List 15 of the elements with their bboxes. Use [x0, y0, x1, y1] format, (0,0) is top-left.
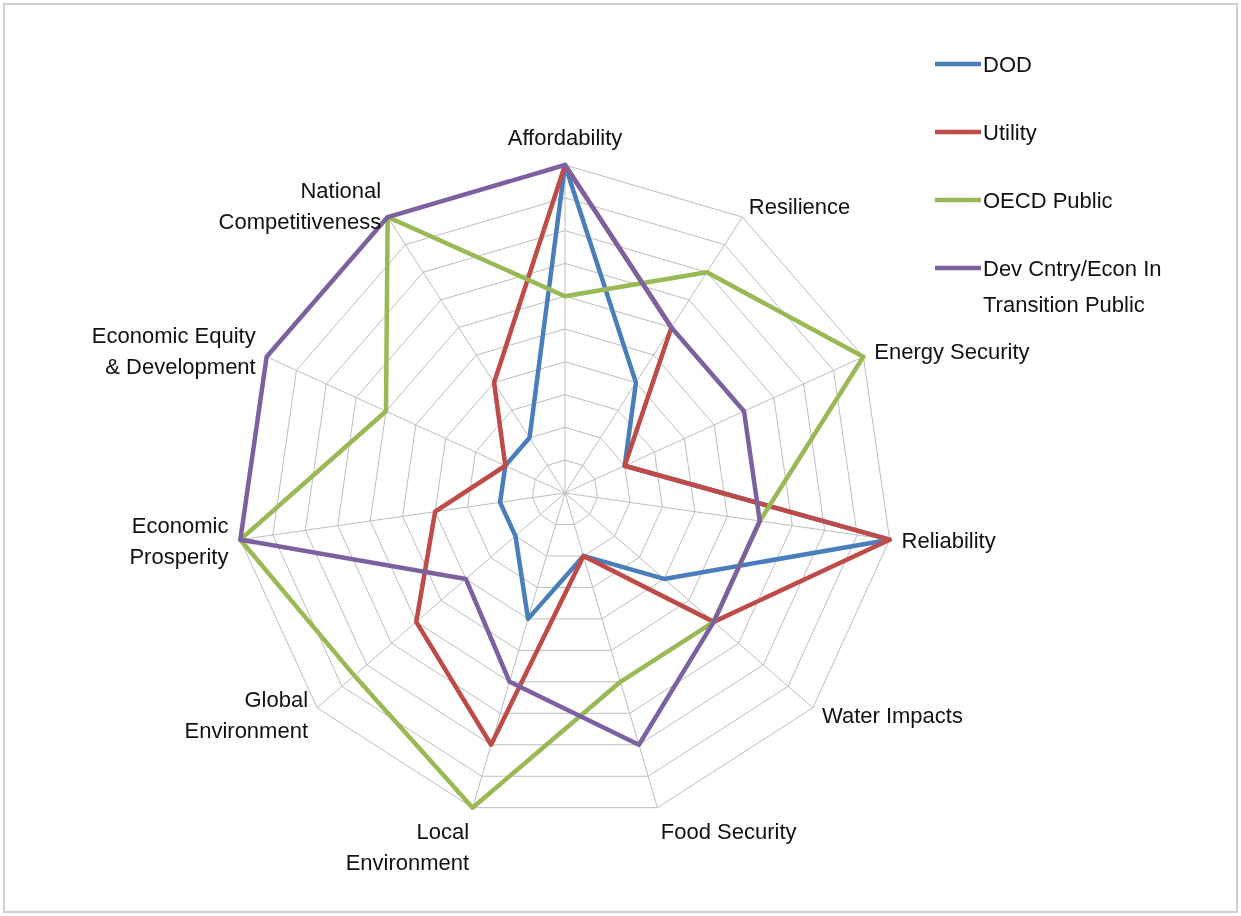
spoke-label: Global Environment — [184, 687, 309, 744]
spoke-label: Energy Security — [874, 338, 1030, 364]
legend-label: DOD — [983, 52, 1032, 77]
legend-label: OECD Public — [983, 188, 1113, 213]
spoke-label: Food Security — [660, 819, 797, 845]
legend-label: Dev Cntry/Econ In Transition Public — [983, 256, 1162, 317]
spoke-label: Water Impacts — [821, 702, 963, 728]
legend-label: Utility — [983, 120, 1037, 145]
spoke-label: Economic Prosperity — [129, 512, 229, 569]
spoke-label: Reliability — [901, 528, 996, 554]
spoke-label: Resilience — [748, 193, 851, 219]
spoke-label: National Competitiveness — [218, 178, 382, 235]
spoke-label: Economic Equity & Development — [91, 323, 256, 380]
spoke-label: Affordability — [507, 125, 623, 150]
spoke-label: Local Environment — [345, 819, 470, 876]
